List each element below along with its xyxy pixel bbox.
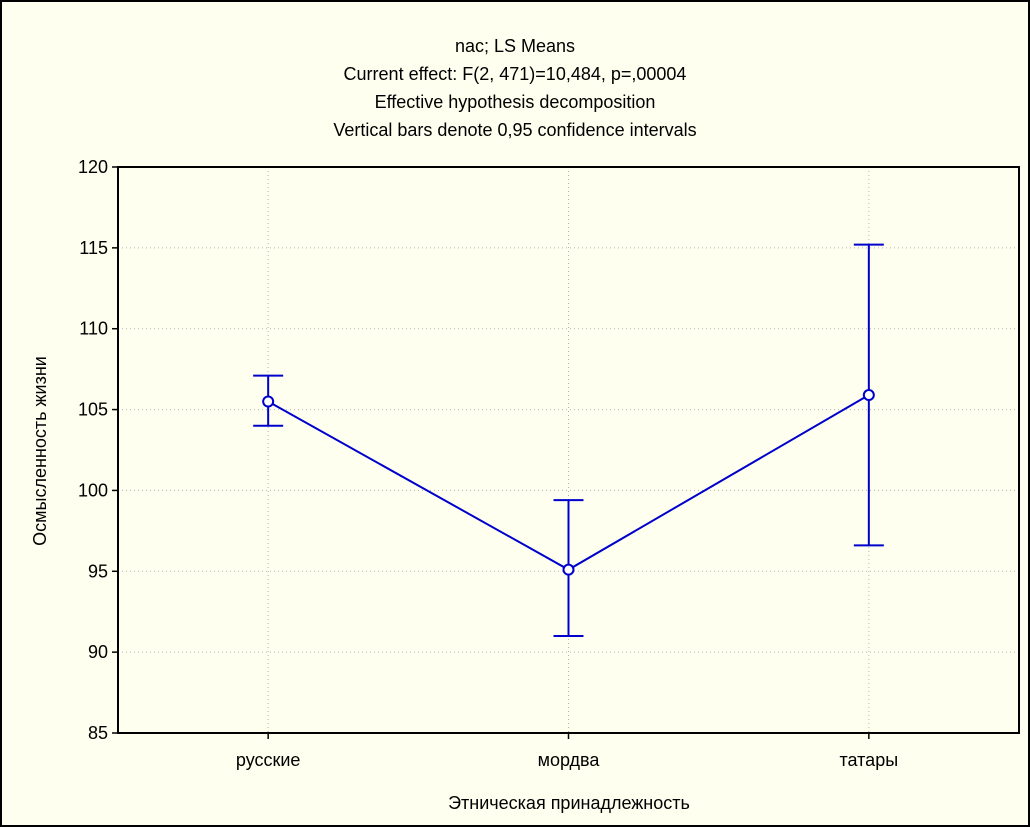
x-axis: русские мордва татары xyxy=(236,733,898,770)
x-tick-label: татары xyxy=(839,750,898,770)
data-point xyxy=(562,563,575,576)
chart-subtitle-ci-note: Vertical bars denote 0,95 confidence int… xyxy=(333,120,697,140)
y-tick-label: 85 xyxy=(88,723,108,743)
y-tick-label: 105 xyxy=(78,400,108,420)
y-tick-label: 115 xyxy=(79,238,108,258)
x-tick-label: мордва xyxy=(538,750,601,770)
chart-title-block: nac; LS Means Current effect: F(2, 471)=… xyxy=(0,32,1030,144)
y-tick-label: 100 xyxy=(78,480,108,500)
y-tick-label: 95 xyxy=(88,561,108,581)
x-tick-label: русские xyxy=(236,750,301,770)
chart-subtitle-effect: Current effect: F(2, 471)=10,484, p=,000… xyxy=(343,64,687,84)
data-point xyxy=(262,395,275,408)
x-axis-title: Этническая принадлежность xyxy=(448,793,690,813)
series-means xyxy=(253,243,884,637)
chart-subtitle-decomposition: Effective hypothesis decomposition xyxy=(374,92,656,112)
grid-lines xyxy=(118,167,1019,733)
chart-title: nac; LS Means xyxy=(454,36,576,56)
y-axis-title: Осмысленность жизни xyxy=(30,356,50,546)
y-tick-label: 120 xyxy=(78,157,108,177)
y-tick-label: 110 xyxy=(79,319,108,339)
y-axis: 85 90 95 100 105 110 115 120 xyxy=(78,157,118,743)
data-point xyxy=(862,389,875,402)
y-tick-label: 90 xyxy=(88,642,108,662)
